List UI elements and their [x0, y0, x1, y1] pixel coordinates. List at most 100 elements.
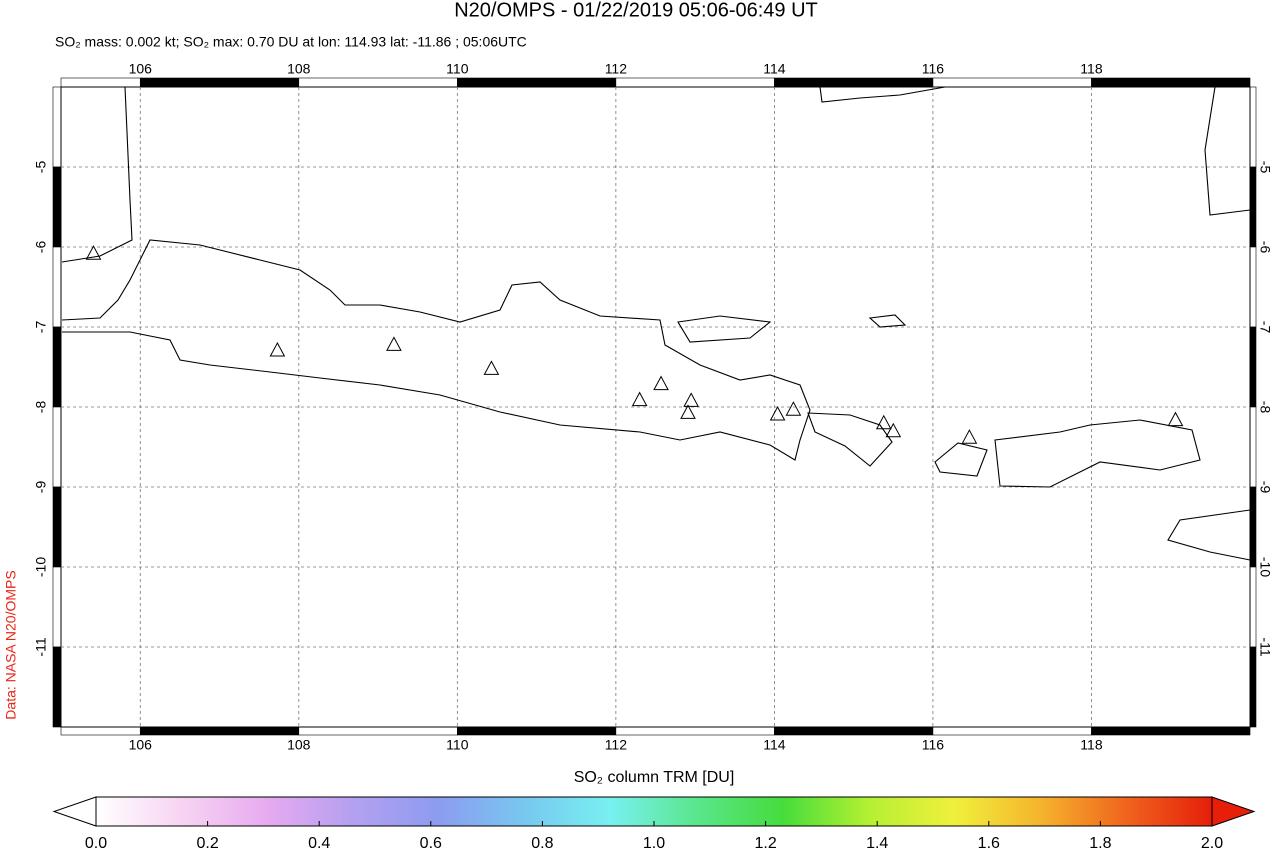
- frame-segment: [1249, 246, 1257, 328]
- frame-segment: [52, 566, 62, 648]
- chart-title: N20/OMPS - 01/22/2019 05:06-06:49 UT: [454, 0, 818, 21]
- colorbar-tick-label: 0.8: [531, 835, 553, 852]
- frame-segment: [1249, 166, 1257, 248]
- colorbar-tick-label: 1.4: [866, 835, 888, 852]
- frame-segment: [457, 726, 617, 736]
- side-label: Data: NASA N20/OMPS: [3, 570, 19, 719]
- frame-segment: [60, 726, 141, 736]
- frame-segment: [298, 77, 458, 88]
- x-tick-label: 108: [287, 61, 311, 77]
- coastline: [61, 239, 811, 461]
- y-tick-label: -7: [1257, 321, 1272, 334]
- colorbar-tick-label: 0.6: [420, 835, 442, 852]
- y-tick-label: -11: [33, 637, 49, 656]
- colorbar-tick-label: 0.4: [308, 835, 330, 852]
- volcano-marker: [1167, 411, 1184, 427]
- volcano-marker: [85, 245, 102, 260]
- frame-segment: [139, 77, 300, 88]
- colorbar-label: SO₂ column TRM [DU]: [574, 769, 735, 786]
- frame-segment: [52, 646, 62, 728]
- y-tick-label: -11: [1257, 637, 1272, 656]
- frame-segment: [615, 726, 775, 736]
- y-tick-label: -5: [33, 161, 49, 174]
- y-tick-label: -6: [33, 241, 49, 254]
- coastline: [1204, 86, 1251, 216]
- volcano-marker: [653, 375, 669, 391]
- colorbar-tick-label: 1.0: [643, 835, 665, 852]
- frame-segment: [52, 86, 62, 168]
- frame-segment: [1249, 326, 1257, 408]
- volcano-marker: [961, 429, 978, 444]
- volcano-marker: [386, 336, 402, 351]
- frame-segment: [52, 246, 62, 328]
- frame-segment: [457, 77, 617, 88]
- colorbar-tick-label: 1.6: [978, 835, 1000, 852]
- frame-segment: [932, 77, 1092, 88]
- coastline: [61, 86, 133, 263]
- y-tick-label: -8: [1257, 401, 1272, 414]
- colorbar-under: [52, 796, 97, 827]
- frame-segment: [139, 726, 300, 736]
- y-tick-label: -9: [1257, 481, 1272, 494]
- frame-segment: [52, 406, 62, 488]
- volcano-marker: [875, 414, 892, 430]
- x-tick-label: 106: [129, 737, 153, 753]
- y-tick-label: -7: [33, 321, 49, 334]
- coastline: [934, 442, 988, 477]
- frame-segment: [52, 166, 62, 248]
- y-tick-label: -5: [1257, 161, 1272, 174]
- frame-segment: [52, 486, 62, 568]
- colorbar-tick-label: 1.8: [1089, 835, 1111, 852]
- frame-segment: [1091, 77, 1251, 88]
- x-tick-label: 114: [763, 737, 786, 753]
- x-tick-label: 118: [1080, 737, 1103, 753]
- coastlines: [61, 86, 1251, 561]
- colorbar-tick-label: 0.2: [196, 835, 218, 852]
- x-tick-label: 110: [446, 61, 469, 77]
- frame-segment: [1249, 566, 1257, 648]
- volcano-marker: [483, 360, 500, 375]
- y-tick-label: -10: [33, 557, 49, 577]
- frame-segment: [932, 726, 1092, 736]
- x-tick-label: 112: [605, 737, 628, 753]
- y-tick-label: -9: [33, 481, 49, 494]
- volcano-marker: [680, 404, 696, 419]
- x-tick-label: 116: [922, 61, 945, 77]
- frame-segment: [774, 77, 934, 88]
- frame-segment: [1249, 86, 1257, 168]
- frame-segment: [1249, 646, 1257, 728]
- coastline: [1167, 509, 1251, 561]
- coastline: [677, 315, 772, 343]
- x-tick-label: 112: [605, 61, 628, 77]
- frame-segment: [1249, 486, 1257, 568]
- colorbar-over: [1211, 796, 1256, 827]
- frame-segment: [298, 726, 458, 736]
- volcano-marker: [269, 341, 286, 357]
- colorbar-tick-label: 0.0: [85, 835, 107, 852]
- coastline: [819, 86, 946, 103]
- x-tick-label: 118: [1080, 61, 1103, 77]
- frame-segment: [774, 726, 934, 736]
- frame-segment: [52, 326, 62, 408]
- y-tick-label: -8: [33, 401, 49, 414]
- volcano-marker: [785, 401, 802, 416]
- coastline: [807, 412, 893, 467]
- colorbar-tick-label: 2.0: [1201, 835, 1223, 852]
- volcano-marker: [885, 422, 902, 438]
- colorbar-tick-label: 1.2: [754, 835, 776, 852]
- frame-segment: [60, 77, 141, 88]
- frame-segment: [615, 77, 775, 88]
- volcano-marker: [631, 391, 648, 407]
- coastline: [994, 419, 1201, 488]
- frame-segment: [1249, 406, 1257, 488]
- x-tick-label: 108: [287, 737, 311, 753]
- x-tick-label: 106: [129, 61, 153, 77]
- x-tick-label: 110: [446, 737, 469, 753]
- y-tick-label: -6: [1257, 241, 1272, 254]
- x-tick-label: 116: [922, 737, 945, 753]
- volcano-marker: [683, 392, 700, 407]
- subtitle: SO₂ mass: 0.002 kt; SO₂ max: 0.70 DU at …: [55, 34, 527, 50]
- x-tick-label: 114: [763, 61, 786, 77]
